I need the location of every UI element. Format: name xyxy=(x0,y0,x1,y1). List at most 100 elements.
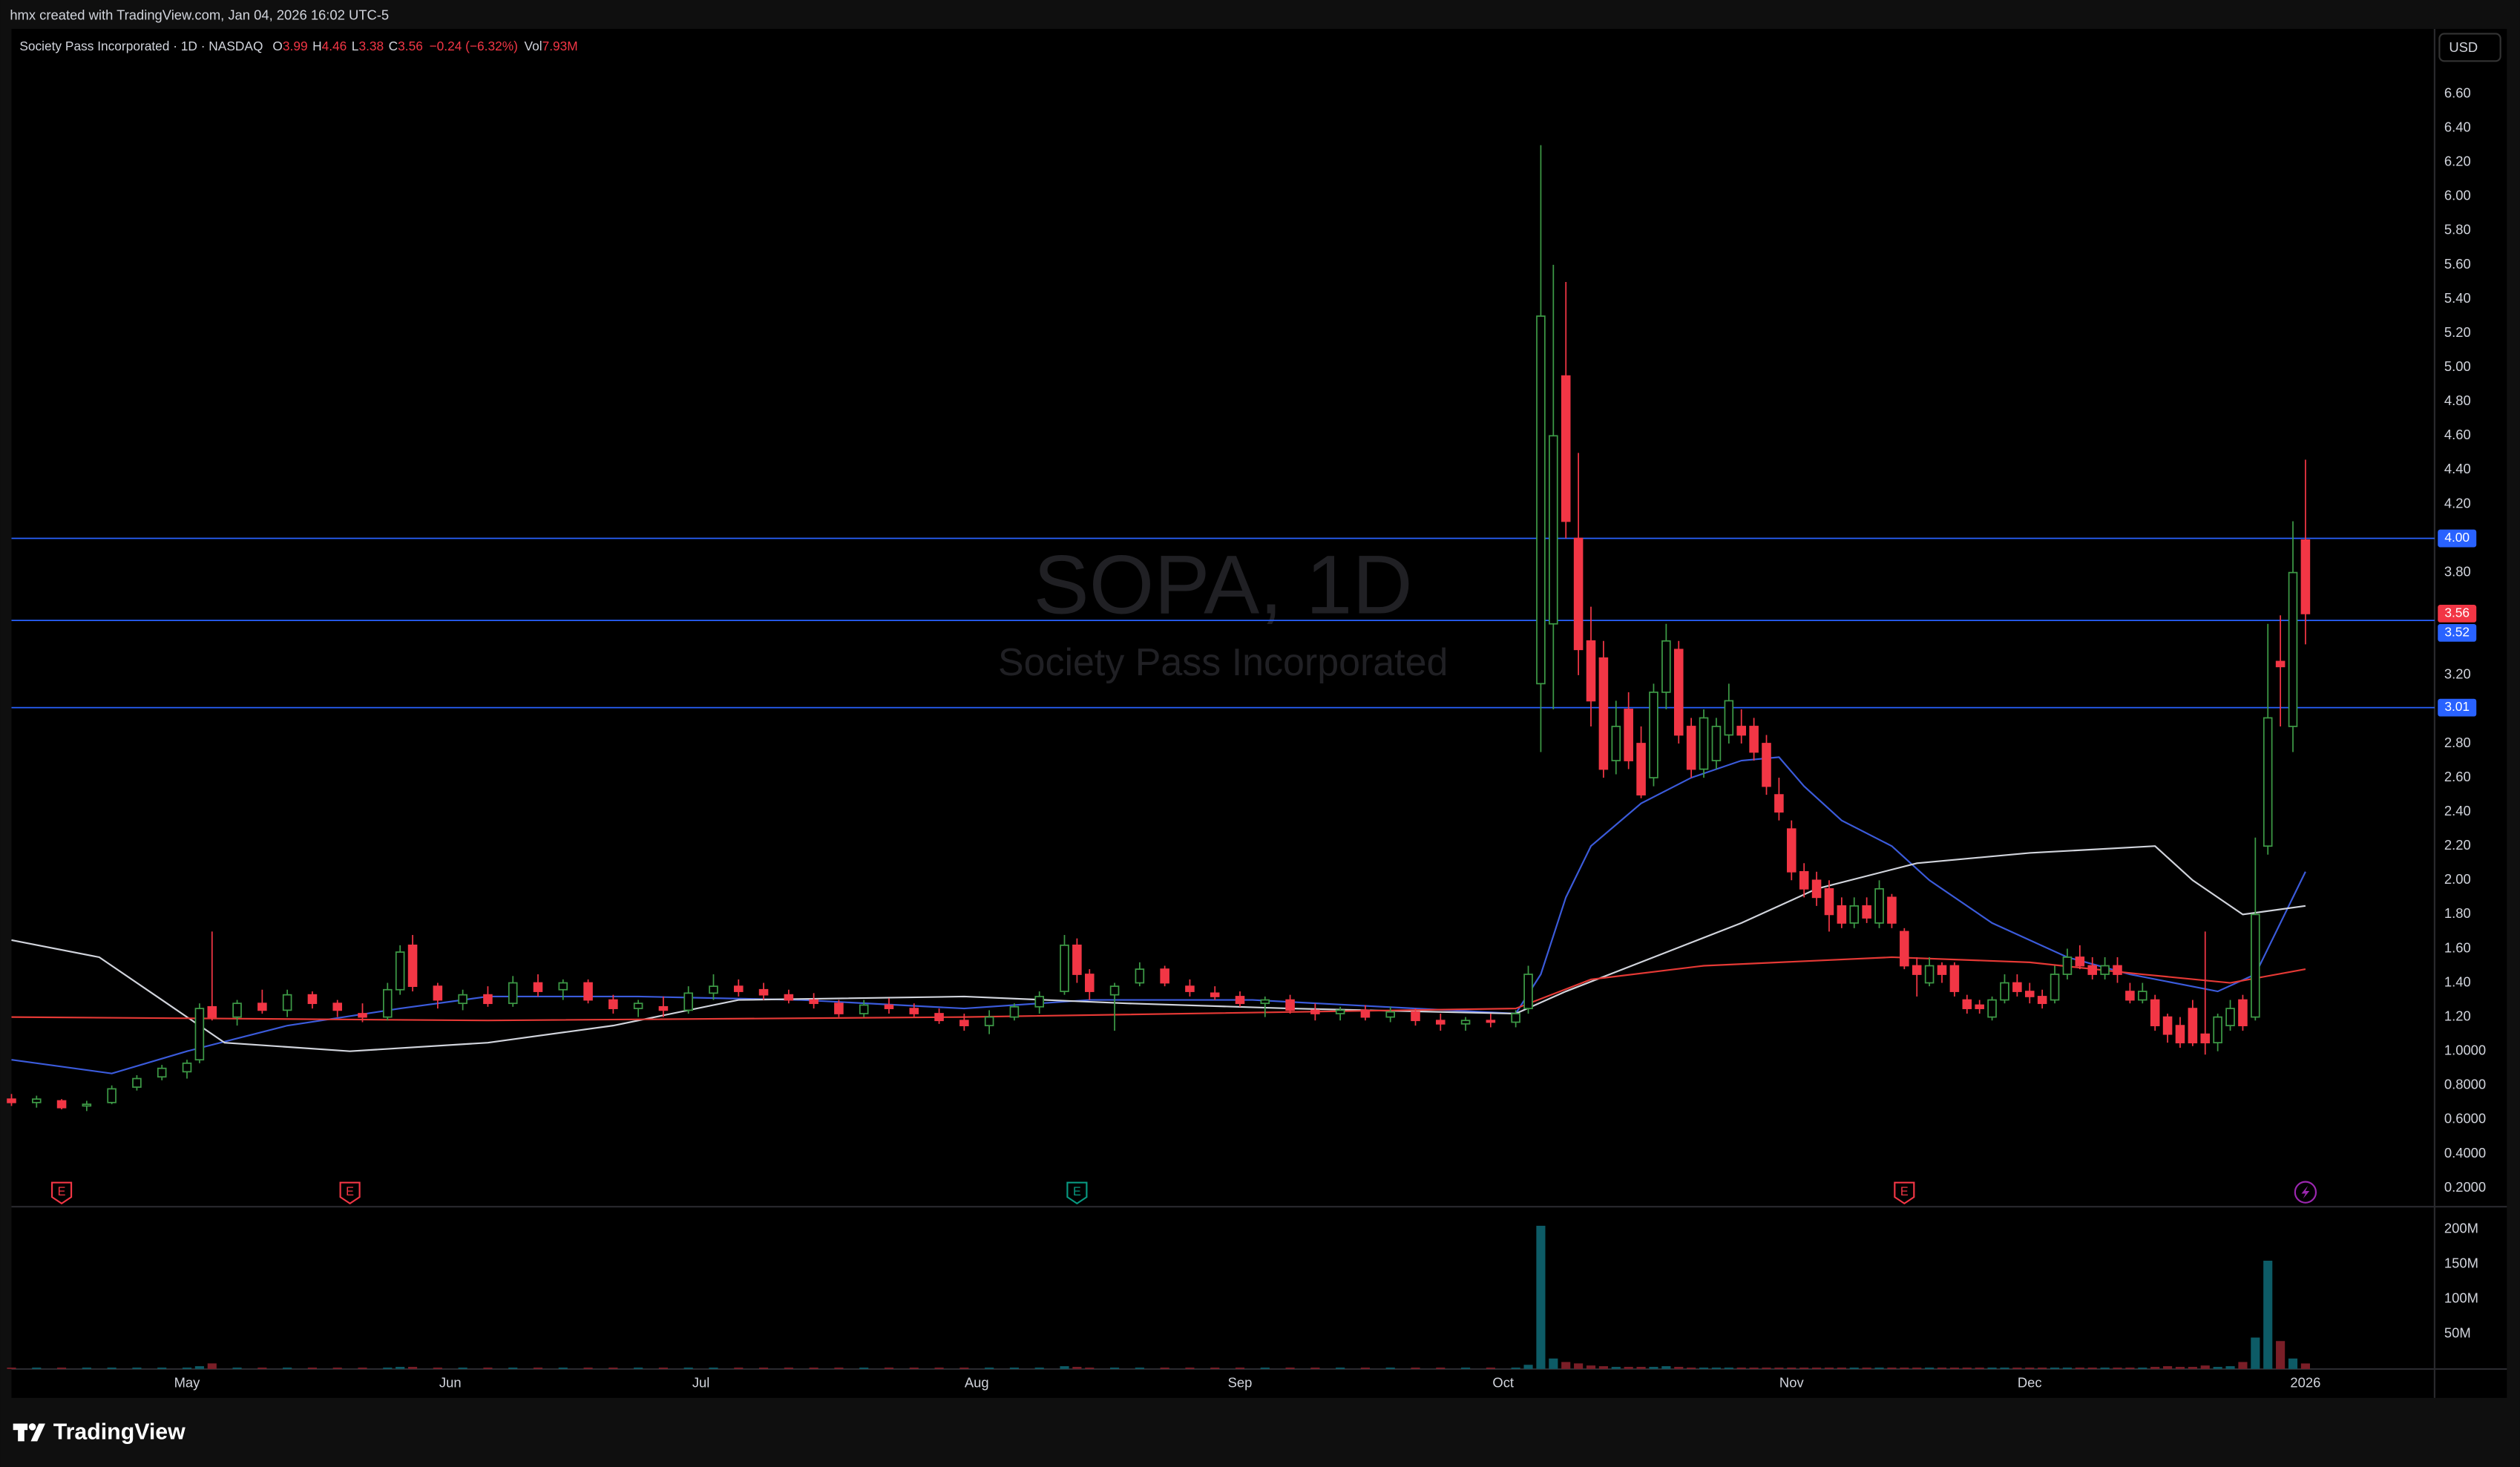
candle-body xyxy=(1636,743,1646,795)
volume-bar xyxy=(2175,1367,2185,1369)
y-tick-label: 2.20 xyxy=(2444,837,2471,853)
y-tick-label: 4.40 xyxy=(2444,461,2471,476)
volume-bar xyxy=(7,1368,16,1369)
event-label: E xyxy=(58,1185,66,1198)
candle-body xyxy=(1849,905,1860,924)
legend-change: −0.24 (−6.32%) xyxy=(430,38,518,53)
candle-body xyxy=(959,1020,969,1027)
candle-body xyxy=(2050,974,2060,1001)
volume-bar xyxy=(2300,1363,2310,1369)
volume-bar xyxy=(1949,1368,1959,1369)
candle-body xyxy=(358,1013,367,1018)
candle-body xyxy=(82,1103,92,1107)
volume-bar xyxy=(683,1368,693,1369)
candle-body xyxy=(7,1098,16,1103)
price-label-box xyxy=(2438,529,2477,548)
volume-bar xyxy=(2038,1368,2047,1369)
candle-body xyxy=(2175,1025,2185,1044)
legend-field-label: H xyxy=(312,38,322,53)
volume-bar xyxy=(2050,1368,2060,1369)
event-marker[interactable] xyxy=(1066,1181,1088,1205)
candle-body xyxy=(1235,996,1245,1005)
currency-button[interactable] xyxy=(2438,33,2501,62)
volume-bar xyxy=(1210,1368,1220,1369)
volume-bar xyxy=(909,1368,919,1369)
y-tick-label: 4.20 xyxy=(2444,495,2471,511)
volume-bar xyxy=(1636,1367,1646,1369)
candle-body xyxy=(1787,828,1797,873)
volume-bar xyxy=(1711,1368,1721,1369)
candle-body xyxy=(1536,315,1546,685)
volume-bar xyxy=(194,1366,204,1369)
volume-bar xyxy=(759,1368,769,1369)
volume-bar xyxy=(2163,1366,2173,1369)
legend-field-value: 4.46 xyxy=(322,38,347,53)
moving-average xyxy=(11,756,2306,1074)
candle-body xyxy=(834,1002,844,1014)
volume-bar xyxy=(257,1368,267,1369)
candle-body xyxy=(1511,1013,1520,1023)
volume-bar xyxy=(1536,1225,1546,1369)
volume-bar xyxy=(734,1368,744,1369)
volume-bar xyxy=(1937,1368,1947,1369)
volume-bar xyxy=(1774,1368,1784,1369)
candle-body xyxy=(2037,996,2047,1005)
legend-volume-label: Vol xyxy=(525,38,542,53)
volume-bar xyxy=(182,1368,192,1369)
event-marker[interactable] xyxy=(1894,1181,1915,1205)
event-marker[interactable] xyxy=(50,1181,73,1205)
volume-bar xyxy=(408,1367,418,1369)
candle-body xyxy=(1060,944,1069,992)
candle-body xyxy=(1335,1009,1345,1014)
x-tick-label: Aug xyxy=(965,1374,989,1390)
volume-bar xyxy=(1962,1368,1972,1369)
candle-body xyxy=(1009,1005,1020,1018)
event-icon xyxy=(2301,1186,2310,1199)
candle-body xyxy=(633,1002,643,1009)
volume-bar xyxy=(1385,1368,1395,1369)
y-tick-label: 2.40 xyxy=(2444,803,2471,818)
event-label: E xyxy=(346,1185,354,1198)
event-label: E xyxy=(1900,1185,1909,1198)
volume-bar xyxy=(1787,1368,1797,1369)
volume-bar xyxy=(1260,1368,1270,1369)
candle-body xyxy=(483,994,493,1005)
volume-bar xyxy=(458,1368,467,1369)
candle-body xyxy=(734,985,744,992)
y-tick-label: 5.60 xyxy=(2444,256,2471,272)
volume-bar xyxy=(1185,1368,1195,1369)
y-tick-label: 6.20 xyxy=(2444,154,2471,169)
y-tick-label: 0.2000 xyxy=(2444,1179,2486,1195)
candle-body xyxy=(2000,982,2009,1001)
candle-body xyxy=(2225,1008,2235,1027)
candle-body xyxy=(1624,709,1633,761)
caption: hmx created with TradingView.com, Jan 04… xyxy=(10,7,389,23)
last-price-label: 3.56 xyxy=(2444,605,2470,620)
candle-body xyxy=(1385,1011,1395,1018)
candle-body xyxy=(1887,896,1897,924)
volume-bar xyxy=(985,1368,994,1369)
candle-body xyxy=(182,1062,192,1073)
event-label: E xyxy=(1073,1185,1081,1198)
volume-bar xyxy=(433,1368,442,1369)
candle-body xyxy=(1824,887,1834,916)
candle-body xyxy=(884,1004,894,1009)
volume-bar xyxy=(634,1368,643,1369)
y-tick-label: 5.20 xyxy=(2444,324,2471,340)
volume-bar xyxy=(1411,1368,1420,1369)
candle-body xyxy=(1774,794,1784,813)
candle-body xyxy=(1749,726,1759,753)
volume-bar xyxy=(2288,1358,2298,1369)
brand-logo xyxy=(13,1423,45,1442)
volume-bar xyxy=(1549,1358,1558,1369)
currency-label[interactable]: USD xyxy=(2449,39,2478,55)
candle-body xyxy=(1260,999,1270,1005)
volume-bar xyxy=(2075,1368,2084,1369)
volume-bar xyxy=(1987,1368,1997,1369)
volume-bar xyxy=(2213,1367,2222,1369)
candle-body xyxy=(984,1016,994,1027)
event-marker[interactable] xyxy=(339,1181,361,1205)
y-tick-label: 6.60 xyxy=(2444,85,2471,100)
